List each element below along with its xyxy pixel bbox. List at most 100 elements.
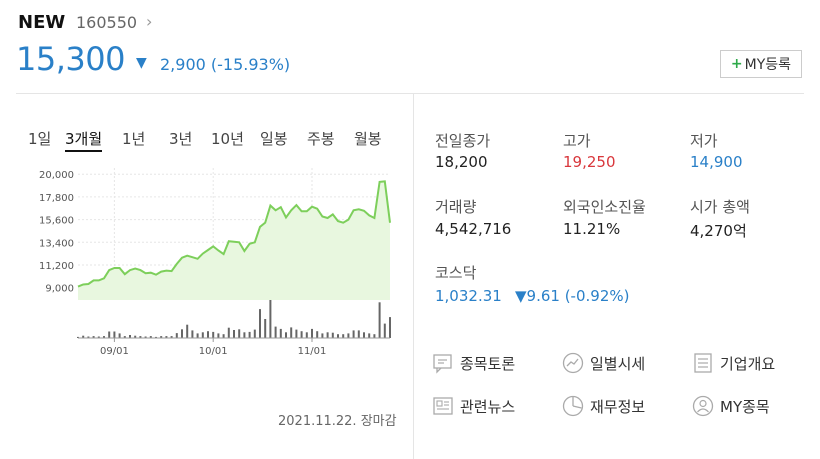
volume-bar	[108, 331, 111, 338]
link-financials[interactable]: 재무정보	[562, 395, 645, 417]
volume-bar	[118, 333, 121, 338]
link-daily-price[interactable]: 일별시세	[562, 352, 645, 374]
chevron-right-icon[interactable]: ›	[146, 12, 153, 31]
link-daily-price-label: 일별시세	[590, 354, 646, 373]
plus-icon: +	[730, 56, 743, 72]
volume-bar	[279, 328, 282, 338]
volume-bar	[97, 336, 100, 338]
volume-bar	[342, 334, 345, 338]
volume-bar	[326, 332, 329, 338]
volume-bar	[285, 332, 287, 338]
volume-bar	[139, 336, 142, 338]
volume-bar	[311, 328, 313, 338]
link-my-stocks[interactable]: MY종목	[692, 395, 770, 417]
link-company-info-label: 기업개요	[720, 354, 776, 373]
pie-chart-icon	[562, 395, 584, 417]
stock-name: NEW	[18, 12, 66, 33]
volume-bar	[373, 334, 376, 338]
volume-bar	[186, 324, 189, 338]
price-chart[interactable]: 20,000 17,800 15,600 13,400 11,200 9,000 09/0…	[0, 160, 412, 365]
y-tick-label: 15,600	[39, 216, 74, 227]
volume-bar	[144, 336, 147, 338]
volume-bar	[233, 330, 235, 338]
volume-bar	[316, 331, 319, 338]
stat-foreign-label: 외국인소진율	[563, 198, 646, 216]
y-tick-label: 9,000	[45, 284, 74, 295]
volume-bar	[274, 326, 277, 338]
volume-bar	[357, 330, 360, 338]
stat-high-label: 고가	[563, 132, 591, 150]
volume-bar	[149, 336, 152, 338]
volume-bar	[259, 309, 261, 338]
volume-bar	[165, 336, 168, 338]
divider	[413, 93, 414, 459]
link-discussion[interactable]: 종목토론	[432, 352, 515, 374]
divider	[16, 93, 804, 94]
tab-1day[interactable]: 1일	[28, 130, 52, 148]
link-my-stocks-label: MY종목	[720, 397, 770, 416]
tab-monthly-candle[interactable]: 월봉	[354, 130, 382, 148]
volume-bar	[207, 331, 209, 338]
volume-bar	[160, 336, 163, 338]
x-tick-label: 10/01	[199, 346, 228, 357]
volume-bar	[300, 331, 303, 338]
tab-3month[interactable]: 3개월	[65, 128, 103, 152]
volume-bar	[77, 336, 79, 338]
stat-marketcap-value: 4,270억	[690, 222, 747, 240]
trend-icon	[562, 352, 584, 374]
volume-bar	[217, 333, 220, 338]
volume-bar	[181, 329, 183, 338]
volume-bar	[155, 336, 157, 338]
stock-code[interactable]: 160550	[76, 13, 138, 32]
price-change: 2,900 (-15.93%)	[160, 55, 291, 74]
stat-marketcap-label: 시가 총액	[690, 198, 750, 216]
volume-bar	[337, 334, 339, 338]
volume-bar	[123, 336, 126, 338]
price-line	[77, 180, 391, 288]
tab-3year[interactable]: 3년	[169, 130, 193, 148]
volume-bar	[290, 327, 293, 338]
down-arrow-icon: ▼	[136, 55, 147, 71]
news-icon	[433, 397, 453, 415]
stat-high-value: 19,250	[563, 153, 616, 171]
x-tick-label: 11/01	[298, 346, 327, 357]
volume-bar	[212, 331, 215, 338]
volume-bar	[321, 333, 324, 338]
volume-bar	[264, 319, 267, 338]
volume-bar	[191, 330, 194, 338]
volume-bar	[222, 334, 225, 338]
current-price: 15,300	[16, 40, 125, 78]
volume-bar	[243, 332, 246, 338]
price-area	[78, 181, 390, 300]
chart-date: 2021.11.22. 장마감	[278, 414, 397, 429]
tab-1year[interactable]: 1년	[122, 130, 146, 148]
stat-low-value: 14,900	[690, 153, 743, 171]
link-news[interactable]: 관련뉴스	[432, 395, 515, 417]
volume-bar	[248, 331, 251, 338]
link-company-info[interactable]: 기업개요	[692, 352, 775, 374]
list-icon	[694, 353, 712, 373]
volume-bar	[113, 331, 116, 338]
stat-volume-label: 거래량	[435, 198, 477, 216]
volume-bar	[170, 336, 173, 338]
link-news-label: 관련뉴스	[460, 397, 516, 416]
tab-10year[interactable]: 10년	[211, 130, 244, 148]
volume-bar	[269, 300, 272, 338]
discussion-icon	[433, 354, 452, 374]
volume-bar	[295, 329, 298, 338]
stat-prev-close-value: 18,200	[435, 153, 488, 171]
volume-bar	[378, 302, 381, 338]
volume-bar	[92, 336, 95, 338]
link-discussion-label: 종목토론	[460, 354, 516, 373]
index-label: 코스닥	[435, 264, 477, 282]
tab-weekly-candle[interactable]: 주봉	[307, 130, 335, 148]
my-add-button[interactable]: + MY등록	[720, 50, 802, 78]
y-tick-label: 20,000	[39, 170, 74, 181]
stat-foreign-value: 11.21%	[563, 220, 621, 238]
volume-bar	[363, 332, 365, 338]
volume-bar	[253, 329, 256, 338]
stat-low-label: 저가	[690, 132, 718, 150]
index-change: ▼9.61 (-0.92%)	[515, 287, 630, 305]
volume-bar	[331, 332, 334, 338]
tab-daily-candle[interactable]: 일봉	[260, 130, 288, 148]
